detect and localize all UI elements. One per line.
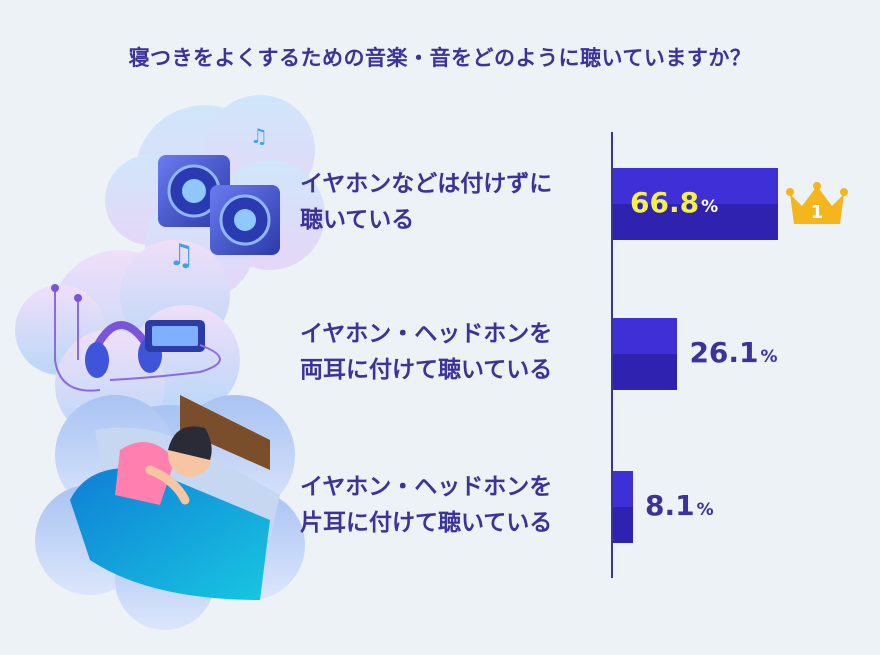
crown-icon: 1 xyxy=(786,182,848,224)
bar xyxy=(613,318,678,390)
data-label-value: 66.8 xyxy=(630,186,700,219)
data-label: 26.1% xyxy=(689,336,777,369)
data-label-unit: % xyxy=(760,347,778,367)
rank-number: 1 xyxy=(811,202,824,223)
data-label-value: 8.1 xyxy=(645,489,695,522)
category-label: イヤホン・ヘッドホンを 両耳に付けて聴いている xyxy=(300,321,553,383)
svg-text:♫: ♫ xyxy=(168,238,195,273)
data-label-unit: % xyxy=(701,197,719,217)
bar xyxy=(613,168,778,240)
bar xyxy=(613,471,633,543)
phone-icon xyxy=(109,320,221,381)
sleeping-person-icon xyxy=(70,395,280,600)
data-label: 66.8% xyxy=(630,186,718,219)
svg-text:♫: ♫ xyxy=(250,124,268,148)
data-label: 8.1% xyxy=(645,489,714,522)
category-label: イヤホン・ヘッドホンを 片耳に付けて聴いている xyxy=(300,474,553,536)
music-note-icon: ♫ ♫ xyxy=(168,124,268,273)
data-label-value: 26.1 xyxy=(689,336,759,369)
speaker-icon xyxy=(158,155,280,255)
data-label-unit: % xyxy=(696,500,714,520)
category-label: イヤホンなどは付けずに 聴いている xyxy=(300,171,553,233)
page-title: 寝つきをよくするための音楽・音をどのように聴いていますか？ xyxy=(128,46,752,70)
axis-line xyxy=(611,132,613,578)
